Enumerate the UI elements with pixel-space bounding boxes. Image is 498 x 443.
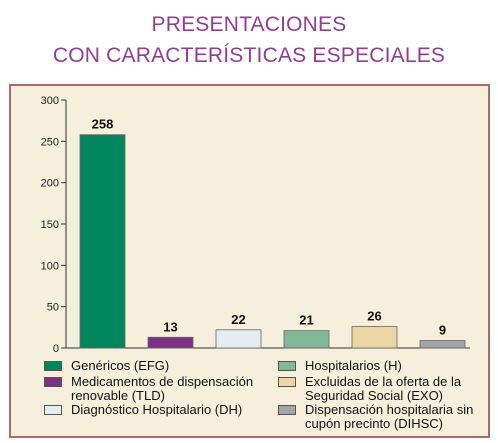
- bar: [351, 326, 398, 349]
- legend-item: Genéricos (EFG): [44, 359, 169, 373]
- legend-swatch: [44, 377, 62, 387]
- y-tick-label: 300: [41, 95, 59, 107]
- legend-item: Dispensación hospitalaria sin cupón preci…: [278, 403, 473, 431]
- y-tick-label: 50: [47, 302, 59, 314]
- legend-label-line: Medicamentos de dispensación: [71, 374, 254, 389]
- legend-swatch: [278, 361, 296, 371]
- legend-swatch: [278, 377, 296, 387]
- legend-label-line: Genéricos (EFG): [71, 358, 170, 373]
- bar: [283, 330, 330, 349]
- legend-swatch: [44, 361, 62, 371]
- y-tick-label: 150: [41, 219, 59, 231]
- bar-data-label: 13: [163, 319, 177, 334]
- bar-data-label: 21: [299, 313, 313, 328]
- legend-swatch: [278, 405, 296, 415]
- legend-label: Medicamentos de dispensación renovable (T…: [71, 375, 253, 403]
- legend-label-line: Diagnóstico Hospitalario (DH): [71, 402, 243, 417]
- legend-label: Diagnóstico Hospitalario (DH): [71, 403, 242, 417]
- y-tick-label: 100: [41, 260, 59, 272]
- bar-data-label: 9: [439, 323, 446, 338]
- bar-data-label: 22: [231, 312, 245, 327]
- legend-swatch: [44, 405, 62, 415]
- y-tick-label: 200: [41, 178, 59, 190]
- bar: [79, 134, 126, 349]
- legend-label-line: Dispensación hospitalaria sin: [305, 402, 474, 417]
- bar-data-label: 26: [367, 309, 381, 324]
- chart-title-line-1: PRESENTACIONES: [151, 13, 347, 36]
- legend-label: Excluidas de la oferta de la Seguridad So…: [305, 375, 461, 403]
- legend-item: Excluidas de la oferta de la Seguridad So…: [278, 375, 461, 403]
- legend-item: Hospitalarios (H): [278, 359, 402, 373]
- bar: [147, 336, 194, 349]
- legend-label-line: Hospitalarios (H): [305, 358, 402, 373]
- bar: [215, 329, 262, 349]
- legend-label: Hospitalarios (H): [305, 359, 402, 373]
- legend-item: Medicamentos de dispensación renovable (T…: [44, 375, 253, 403]
- chart-title-line-2: CON CARACTERÍSTICAS ESPECIALES: [52, 44, 446, 67]
- legend-label: Dispensación hospitalaria sin cupón preci…: [305, 403, 473, 431]
- y-tick-label: 0: [53, 343, 59, 355]
- legend-label-line: Excluidas de la oferta de la: [305, 374, 462, 389]
- legend-label-line: cupón precinto (DIHSC): [305, 416, 443, 431]
- y-tick-label: 250: [41, 136, 59, 148]
- legend-label-line: Seguridad Social (EXO): [305, 388, 444, 403]
- legend-label: Genéricos (EFG): [71, 359, 169, 373]
- bar-data-label: 258: [92, 117, 114, 132]
- bar: [419, 340, 466, 349]
- legend-label-line: renovable (TLD): [71, 388, 165, 403]
- legend-item: Diagnóstico Hospitalario (DH): [44, 403, 242, 417]
